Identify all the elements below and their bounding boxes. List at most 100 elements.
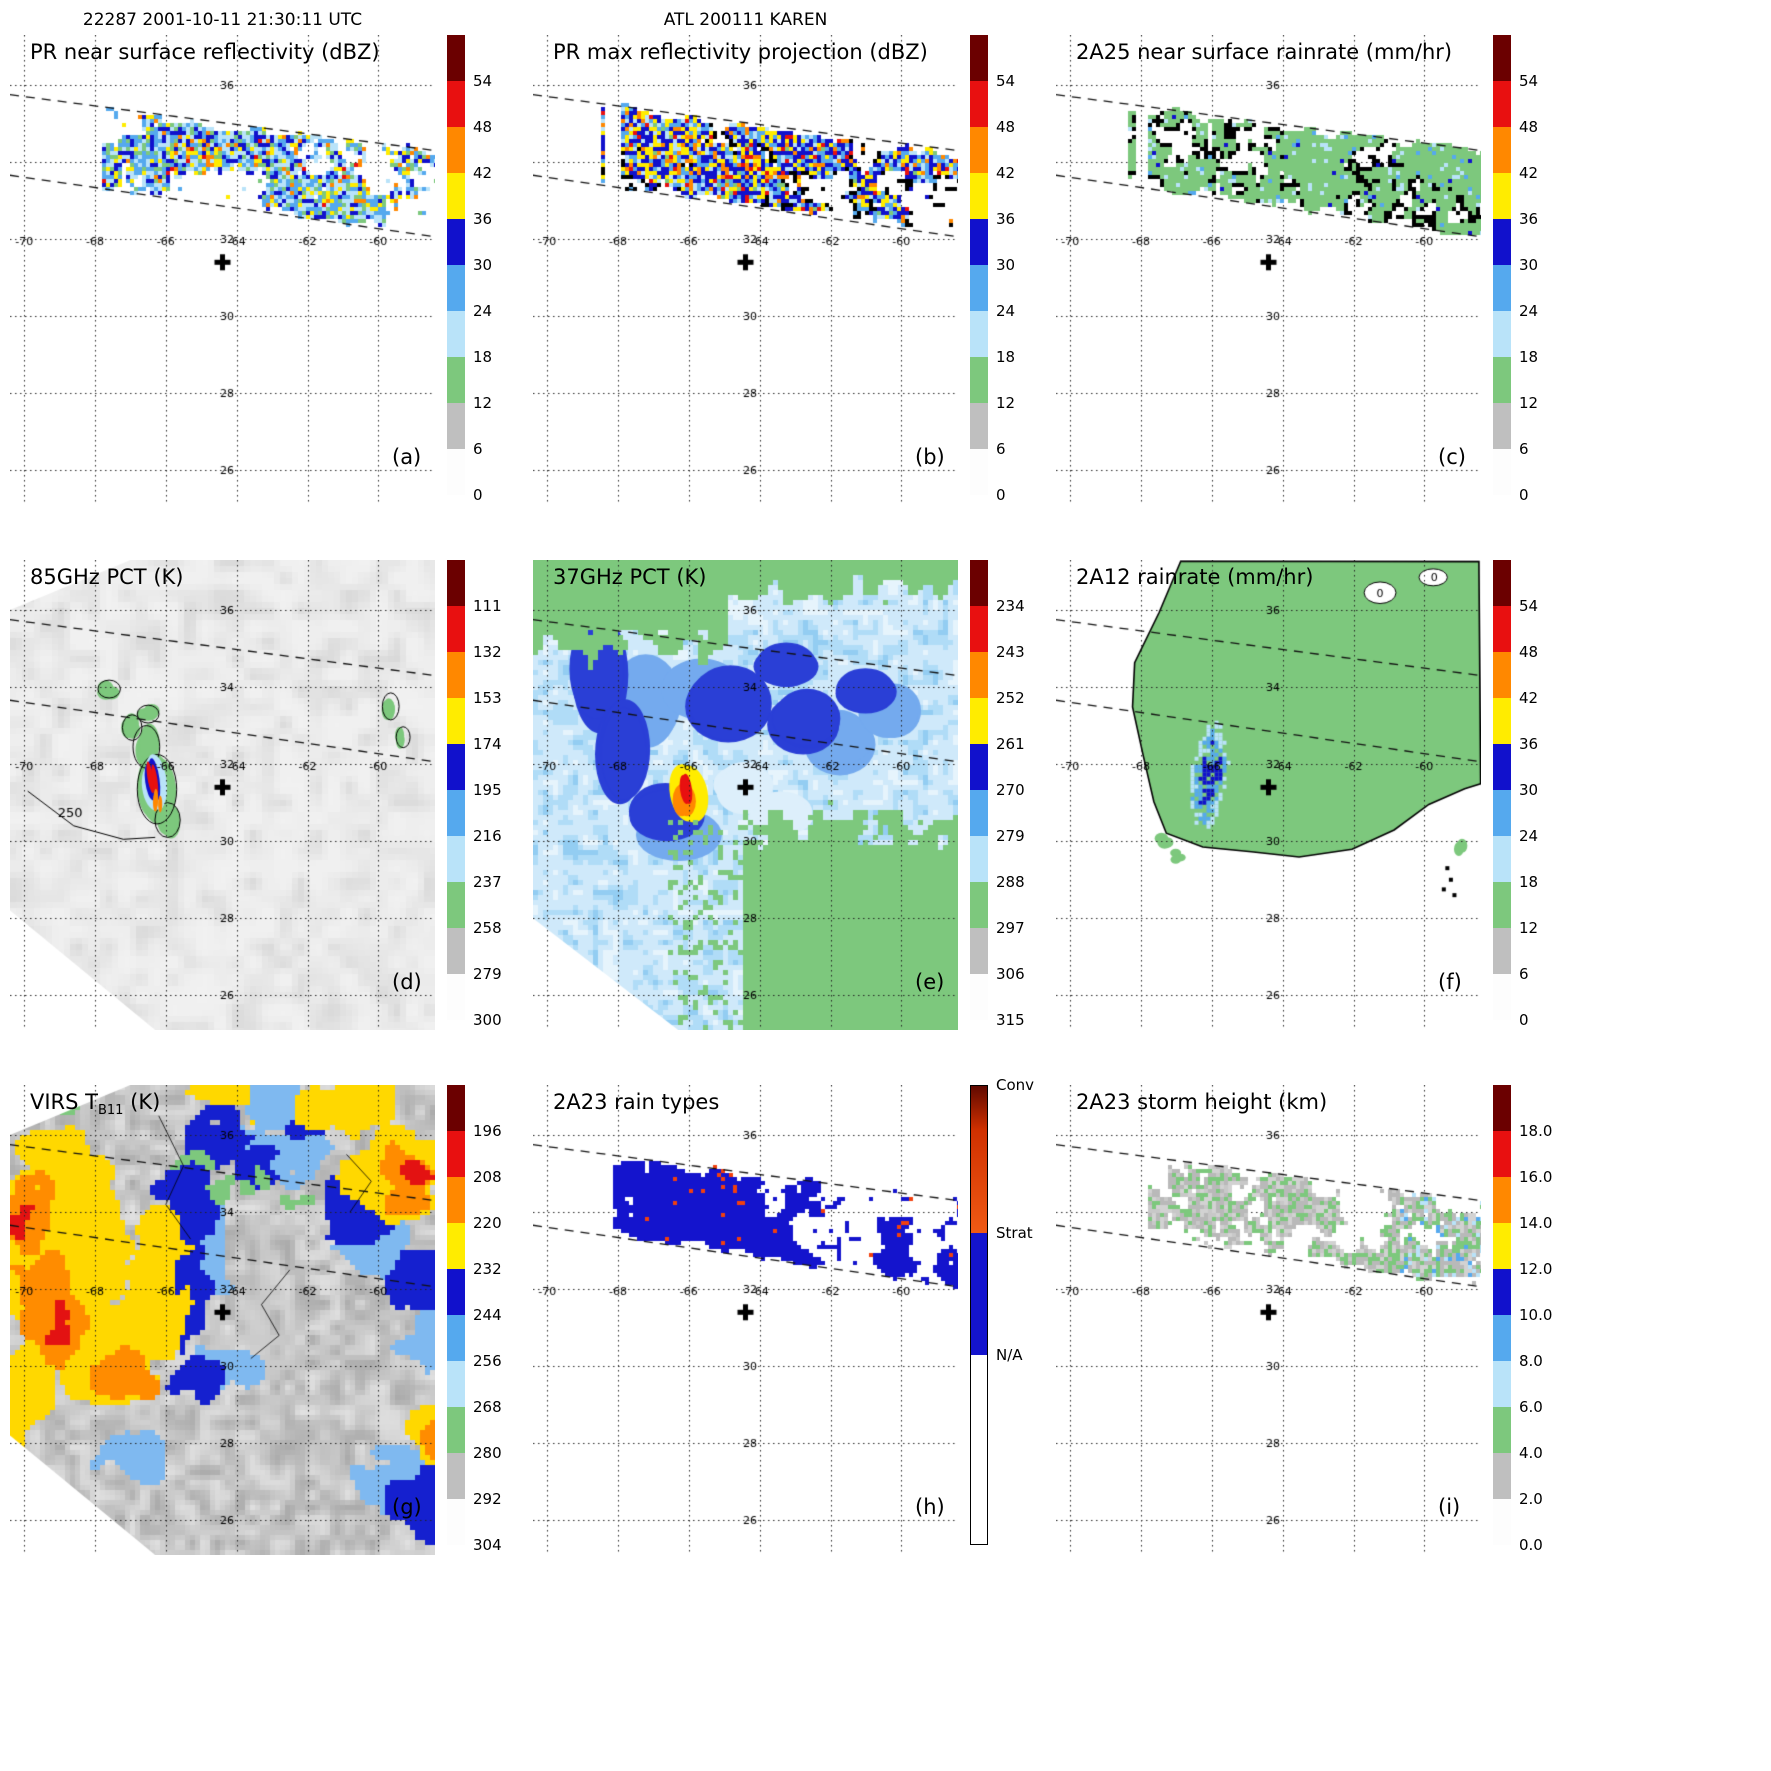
colorbar-category-label: Strat <box>996 1224 1033 1243</box>
colorbar-tick-label: 24 <box>1519 827 1539 845</box>
colorbar-tick-label: 42 <box>996 164 1016 182</box>
colorbar-tick-label: 196 <box>473 1122 502 1140</box>
panel-letter: (i) <box>1438 1495 1461 1519</box>
colorbar-tick-label: 6 <box>1519 965 1529 983</box>
colorbar-tick-label: 0 <box>473 486 483 504</box>
panel-letter: (a) <box>392 445 422 469</box>
colorbar-tick-label: 12 <box>1519 919 1539 937</box>
colorbar-tick-label: 12 <box>473 394 493 412</box>
colorbar-category-label: Conv <box>996 1076 1035 1094</box>
colorbar-tick-label: 0 <box>1519 1011 1529 1029</box>
colorbar-tick-label: 279 <box>996 827 1025 845</box>
colorbar-tick-label: 208 <box>473 1168 502 1186</box>
panel-85ghz-pct: 85GHz PCT (K) (d) 300 279 258 237 216 195 174 1… <box>10 560 535 1030</box>
map-canvas-virs-tb11 <box>10 1085 435 1555</box>
colorbar-tick-label: 244 <box>473 1306 502 1324</box>
map-canvas-2a12-rainrate <box>1056 560 1481 1030</box>
colorbar-tick-label: 216 <box>473 827 502 845</box>
colorbar-tick-label: 30 <box>1519 256 1539 274</box>
title-text: 2A23 rain types <box>553 1090 720 1114</box>
colorbar-tick-label: 0 <box>1519 486 1529 504</box>
title-text: 2A23 storm height (km) <box>1076 1090 1328 1114</box>
panel-title: PR near surface reflectivity (dBZ) <box>30 40 380 68</box>
panel-2a23-rain-types: 2A23 rain types (h) Conv Strat N/A <box>533 1077 1058 1555</box>
panel-pr-max-reflectivity: PR max reflectivity projection (dBZ) (b)… <box>533 35 1058 505</box>
panel-title: 2A25 near surface rainrate (mm/hr) <box>1076 40 1452 68</box>
colorbar-tick-label: 48 <box>1519 643 1539 661</box>
panel-letter: (b) <box>915 445 945 469</box>
panel-title: 37GHz PCT (K) <box>553 565 706 593</box>
map-canvas-pr-max-reflectivity <box>533 35 958 505</box>
title-text: 37GHz PCT (K) <box>553 565 707 589</box>
colorbar-tick-label: 54 <box>1519 72 1539 90</box>
colorbar-tick-label: 243 <box>996 643 1025 661</box>
colorbar-tick-label: 258 <box>473 919 502 937</box>
colorbar-tick-label: 8.0 <box>1519 1352 1543 1370</box>
colorbar-tick-label: 18 <box>473 348 493 366</box>
panel-title: 2A12 rainrate (mm/hr) <box>1076 565 1313 593</box>
storm-name-title: ATL 200111 KAREN <box>663 10 828 30</box>
colorbar-tick-label: 300 <box>473 1011 502 1029</box>
colorbar-tick-label: 6 <box>473 440 483 458</box>
colorbar-tick-label: 42 <box>1519 164 1539 182</box>
colorbar-tick-label: 2.0 <box>1519 1490 1543 1508</box>
panel-title: VIRS TB11 (K) <box>30 1090 160 1118</box>
colorbar-rainrate: 0 6 12 18 24 30 36 42 48 54 <box>1493 35 1581 505</box>
colorbar-tick-label: 237 <box>473 873 502 891</box>
colorbar-tick-label: 268 <box>473 1398 502 1416</box>
colorbar-tick-label: 24 <box>996 302 1016 320</box>
map-canvas-85ghz-pct <box>10 560 435 1030</box>
map-canvas-pr-reflectivity <box>10 35 435 505</box>
title-text: 2A12 rainrate (mm/hr) <box>1076 565 1314 589</box>
panel-2a12-rainrate: 2A12 rainrate (mm/hr) (f) 0 6 12 18 24 30 36 42… <box>1056 560 1581 1030</box>
colorbar-tick-label: 30 <box>1519 781 1539 799</box>
colorbar-tick-label: 195 <box>473 781 502 799</box>
title-text: PR near surface reflectivity (dBZ) <box>30 40 380 64</box>
panel-title: PR max reflectivity projection (dBZ) <box>553 40 928 68</box>
title-text: 85GHz PCT (K) <box>30 565 184 589</box>
panel-virs-tb11: VIRS TB11 (K) (g) 304 292 280 268 256 244 232 2… <box>10 1085 535 1555</box>
colorbar-tick-label: 315 <box>996 1011 1025 1029</box>
colorbar-tick-label: 292 <box>473 1490 502 1508</box>
map-canvas-2a25-rainrate <box>1056 35 1481 505</box>
panel-letter: (h) <box>915 1495 945 1519</box>
colorbar-tick-label: 42 <box>473 164 493 182</box>
panel-letter: (f) <box>1438 970 1462 994</box>
colorbar-storm-height: 0.0 2.0 4.0 6.0 8.0 10.0 12.0 14.0 16.0 18.0 <box>1493 1085 1581 1555</box>
map-canvas-2a23-rain-types <box>533 1085 958 1555</box>
panel-letter: (c) <box>1438 445 1466 469</box>
colorbar-kelvin: 300 279 258 237 216 195 174 153 132 111 <box>447 560 535 1030</box>
colorbar-tick-label: 16.0 <box>1519 1168 1553 1186</box>
colorbar-tick-label: 4.0 <box>1519 1444 1543 1462</box>
colorbar-tick-label: 30 <box>996 256 1016 274</box>
colorbar-tick-label: 174 <box>473 735 502 753</box>
colorbar-tick-label: 111 <box>473 597 502 615</box>
colorbar-rainrate: 0 6 12 18 24 30 36 42 48 54 <box>1493 560 1581 1030</box>
panel-letter: (g) <box>392 1495 422 1519</box>
colorbar-tick-label: 0 <box>996 486 1006 504</box>
map-canvas-37ghz-pct <box>533 560 958 1030</box>
colorbar-tick-label: 252 <box>996 689 1025 707</box>
colorbar-tick-label: 54 <box>1519 597 1539 615</box>
panel-pr-near-surface-reflectivity: PR near surface reflectivity (dBZ) (a) 0… <box>10 35 535 505</box>
colorbar-tick-label: 18.0 <box>1519 1122 1553 1140</box>
panel-2a23-storm-height: 2A23 storm height (km) (i) 0.0 2.0 4.0 6.0 8… <box>1056 1085 1581 1555</box>
colorbar-tick-label: 36 <box>473 210 493 228</box>
colorbar-tick-label: 232 <box>473 1260 502 1278</box>
panel-title: 2A23 rain types <box>553 1090 719 1118</box>
colorbar-tick-label: 54 <box>473 72 493 90</box>
colorbar-dbz: 0 6 12 18 24 30 36 42 48 54 <box>970 35 1058 505</box>
panel-letter: (e) <box>915 970 945 994</box>
colorbar-tick-label: 18 <box>1519 348 1539 366</box>
colorbar-tick-label: 10.0 <box>1519 1306 1553 1324</box>
title-suffix: (K) <box>123 1090 161 1114</box>
colorbar-tick-label: 36 <box>996 210 1016 228</box>
panel-letter: (d) <box>392 970 422 994</box>
colorbar-tick-label: 279 <box>473 965 502 983</box>
colorbar-tick-label: 24 <box>473 302 493 320</box>
colorbar-category-label: N/A <box>996 1346 1023 1365</box>
map-canvas-2a23-storm-height <box>1056 1085 1481 1555</box>
title-text: PR max reflectivity projection (dBZ) <box>553 40 928 64</box>
colorbar-tick-label: 261 <box>996 735 1025 753</box>
